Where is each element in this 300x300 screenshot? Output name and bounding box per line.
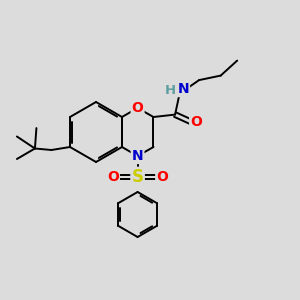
Text: N: N	[177, 82, 189, 96]
Text: N: N	[132, 149, 143, 163]
Text: O: O	[107, 170, 119, 184]
Text: H: H	[164, 83, 175, 97]
Text: S: S	[132, 168, 144, 186]
Text: O: O	[132, 101, 143, 115]
Text: O: O	[190, 115, 202, 129]
Text: O: O	[156, 170, 168, 184]
